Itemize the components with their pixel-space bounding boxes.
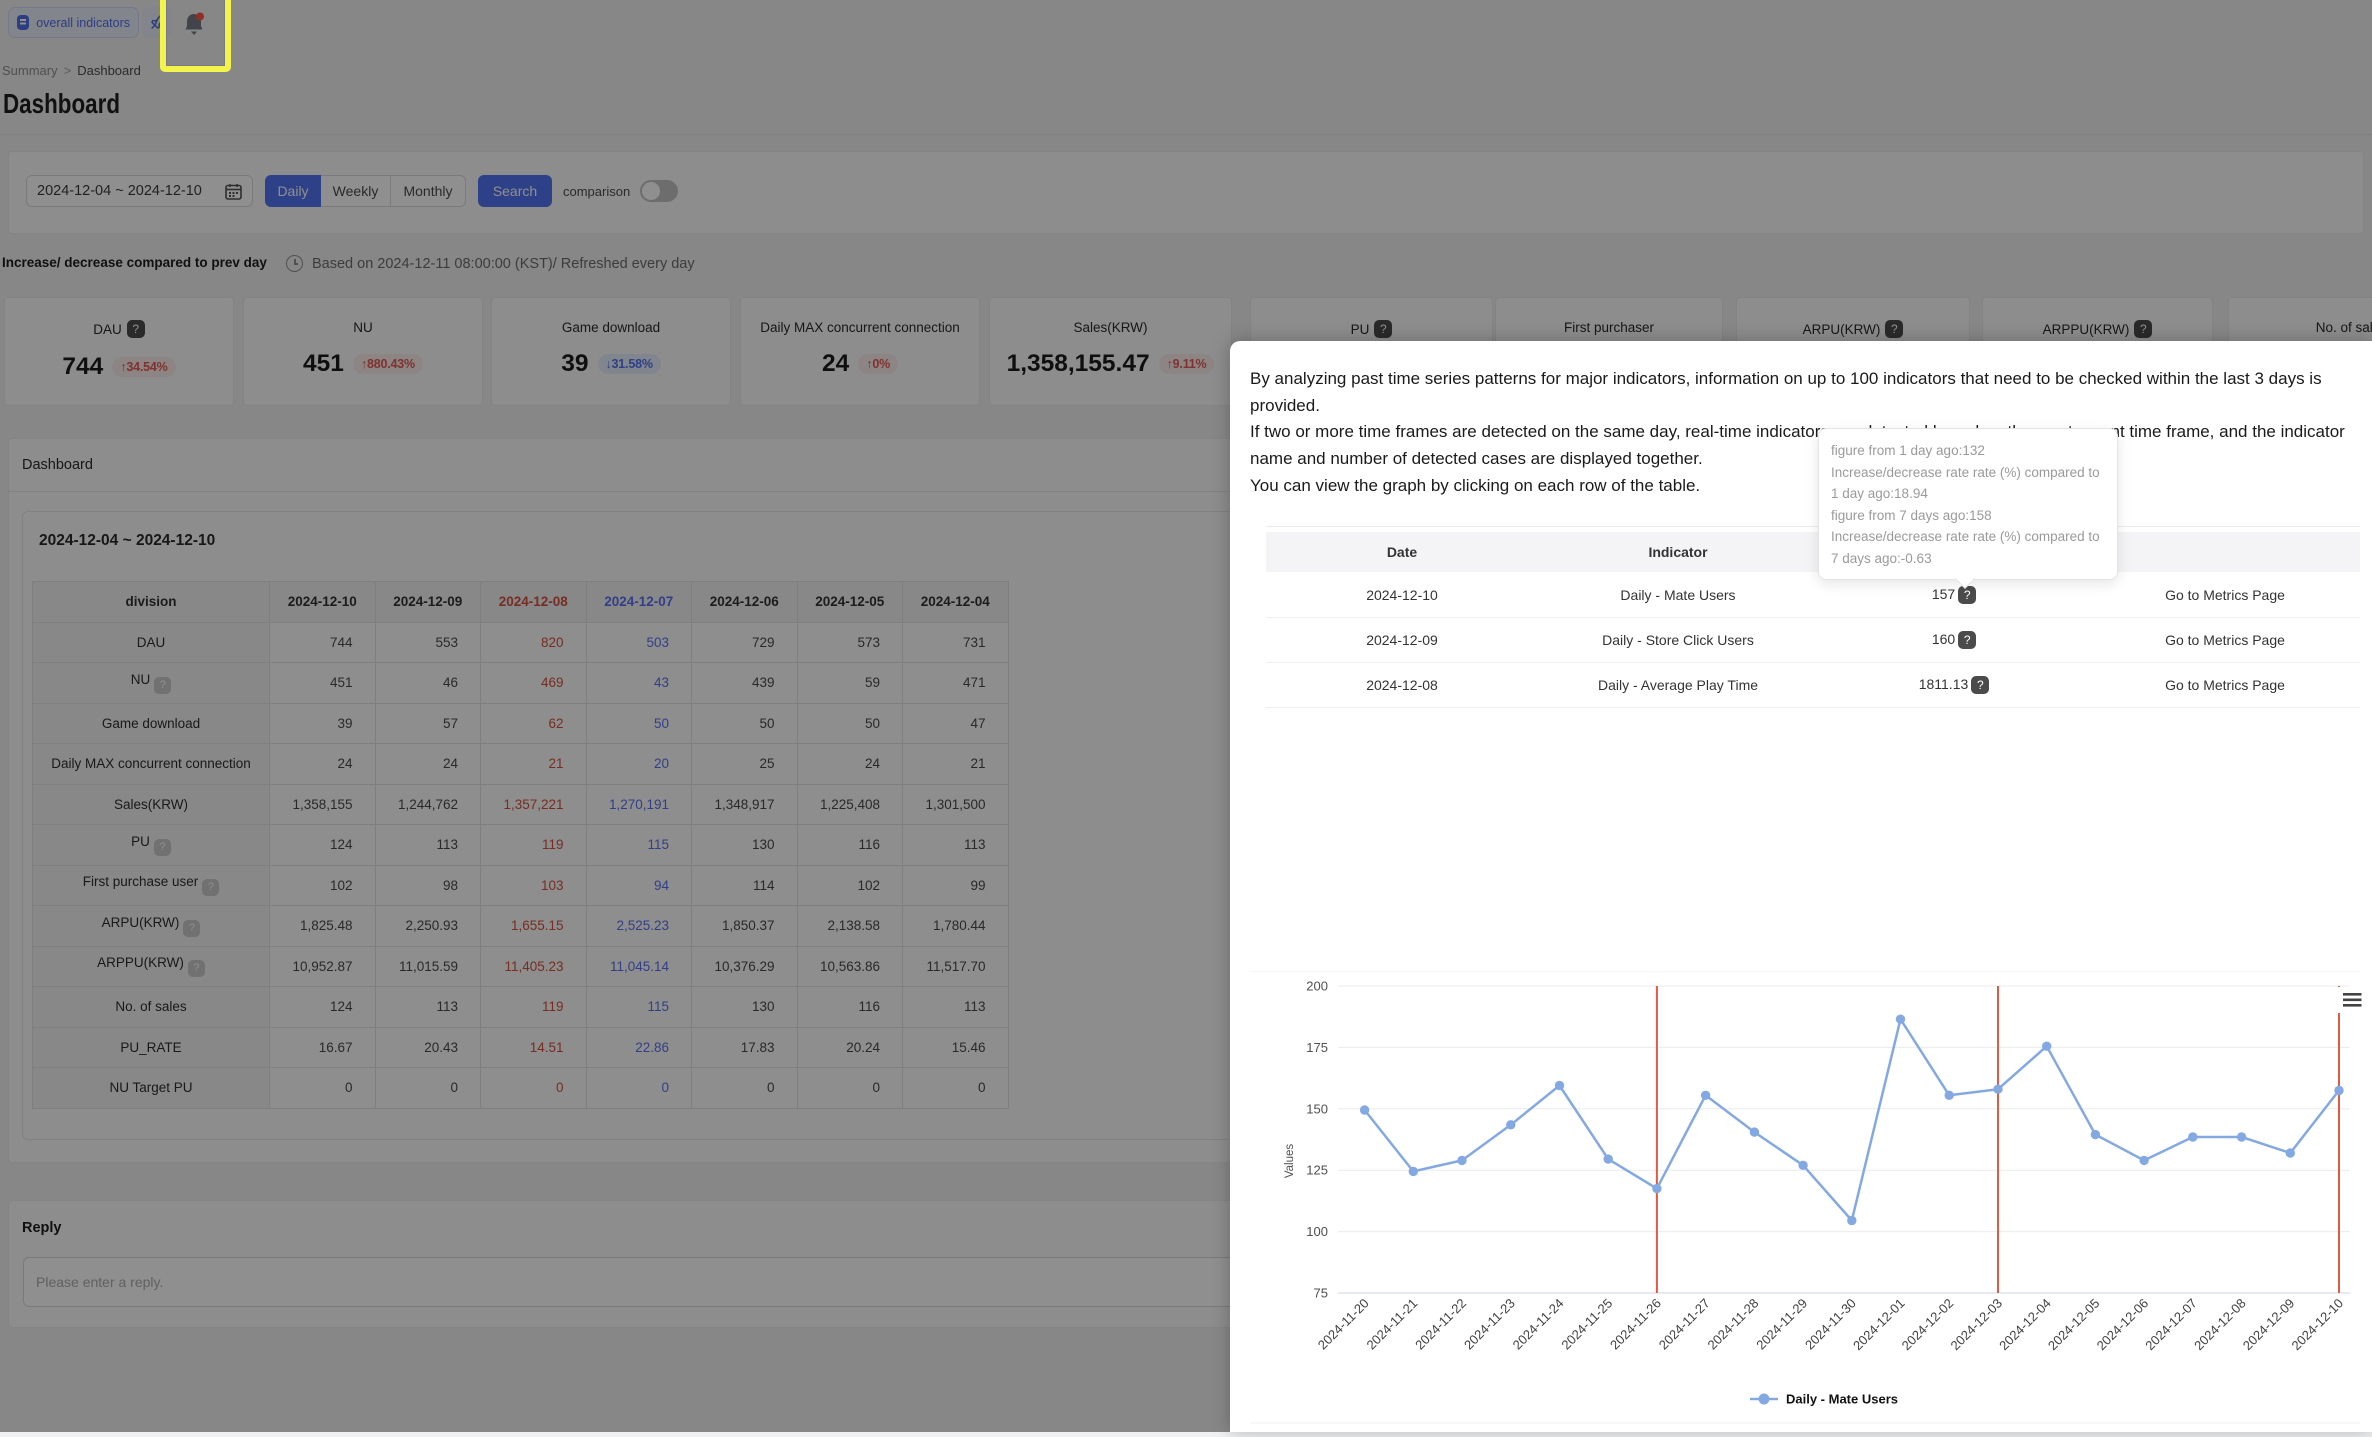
- svg-text:2024-12-01: 2024-12-01: [1850, 1296, 1908, 1354]
- svg-text:150: 150: [1306, 1101, 1328, 1116]
- svg-text:2024-11-28: 2024-11-28: [1705, 1296, 1762, 1353]
- svg-text:2024-11-27: 2024-11-27: [1656, 1296, 1713, 1353]
- svg-text:2024-12-03: 2024-12-03: [1947, 1296, 2005, 1354]
- svg-text:75: 75: [1314, 1286, 1328, 1301]
- svg-text:2024-11-22: 2024-11-22: [1412, 1296, 1469, 1353]
- svg-text:2024-11-26: 2024-11-26: [1607, 1296, 1664, 1353]
- svg-text:100: 100: [1306, 1224, 1328, 1239]
- svg-text:2024-11-21: 2024-11-21: [1363, 1296, 1420, 1353]
- svg-text:2024-12-09: 2024-12-09: [2240, 1296, 2298, 1354]
- svg-text:2024-12-08: 2024-12-08: [2191, 1296, 2249, 1354]
- svg-text:Daily - Mate Users: Daily - Mate Users: [1786, 1392, 1898, 1407]
- svg-text:2024-11-23: 2024-11-23: [1461, 1296, 1518, 1353]
- svg-text:125: 125: [1306, 1163, 1328, 1178]
- svg-text:200: 200: [1306, 979, 1328, 994]
- svg-text:2024-12-02: 2024-12-02: [1899, 1296, 1957, 1354]
- svg-text:2024-12-04: 2024-12-04: [1996, 1296, 2054, 1354]
- svg-text:175: 175: [1306, 1040, 1328, 1055]
- svg-text:2024-12-07: 2024-12-07: [2142, 1296, 2200, 1354]
- svg-text:2024-11-29: 2024-11-29: [1753, 1296, 1810, 1353]
- svg-text:2024-12-10: 2024-12-10: [2288, 1296, 2346, 1354]
- svg-text:2024-12-05: 2024-12-05: [2045, 1296, 2103, 1354]
- svg-text:2024-11-20: 2024-11-20: [1315, 1296, 1372, 1353]
- svg-text:Values: Values: [1284, 1144, 1296, 1179]
- svg-text:2024-12-06: 2024-12-06: [2094, 1296, 2152, 1354]
- svg-text:2024-11-24: 2024-11-24: [1510, 1296, 1567, 1353]
- svg-text:2024-11-25: 2024-11-25: [1558, 1296, 1615, 1353]
